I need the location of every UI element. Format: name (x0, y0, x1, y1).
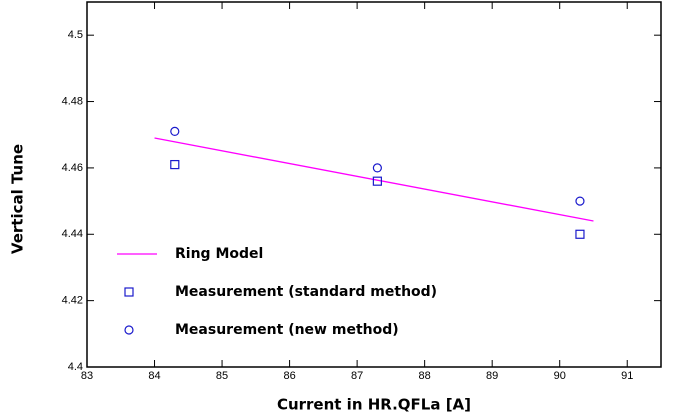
square-marker (170, 159, 180, 170)
x-tick-label: 88 (419, 370, 431, 382)
y-axis-label: Vertical Tune (9, 144, 27, 254)
model-line (154, 137, 594, 222)
x-tick-label: 84 (148, 370, 160, 382)
legend-label: Measurement (new method) (175, 322, 399, 338)
y-tick-label: 4.4 (68, 361, 83, 373)
x-axis-label: Current in HR.QFLa [A] (277, 396, 471, 414)
x-tick-label: 87 (351, 370, 363, 382)
y-tick-label: 4.5 (68, 29, 83, 41)
y-tick-label: 4.42 (62, 295, 83, 307)
y-tick-label: 4.44 (62, 228, 83, 240)
circle-marker (170, 126, 180, 137)
legend-marker (124, 325, 134, 335)
y-tick-label: 4.46 (62, 162, 83, 174)
legend-label: Ring Model (175, 246, 263, 262)
circle-marker (372, 163, 382, 173)
square-marker (575, 229, 585, 239)
legend-label: Measurement (standard method) (175, 284, 437, 300)
x-tick-label: 85 (216, 370, 228, 382)
circle-marker (575, 196, 585, 206)
x-tick-label: 90 (554, 370, 566, 382)
x-tick-label: 89 (486, 370, 498, 382)
y-tick-label: 4.48 (62, 95, 83, 107)
square-marker (372, 176, 382, 186)
legend-marker (124, 287, 134, 297)
plot-frame (86, 1, 662, 368)
x-tick-label: 91 (621, 370, 633, 382)
x-tick-label: 86 (283, 370, 295, 382)
x-tick-label: 83 (81, 370, 93, 382)
